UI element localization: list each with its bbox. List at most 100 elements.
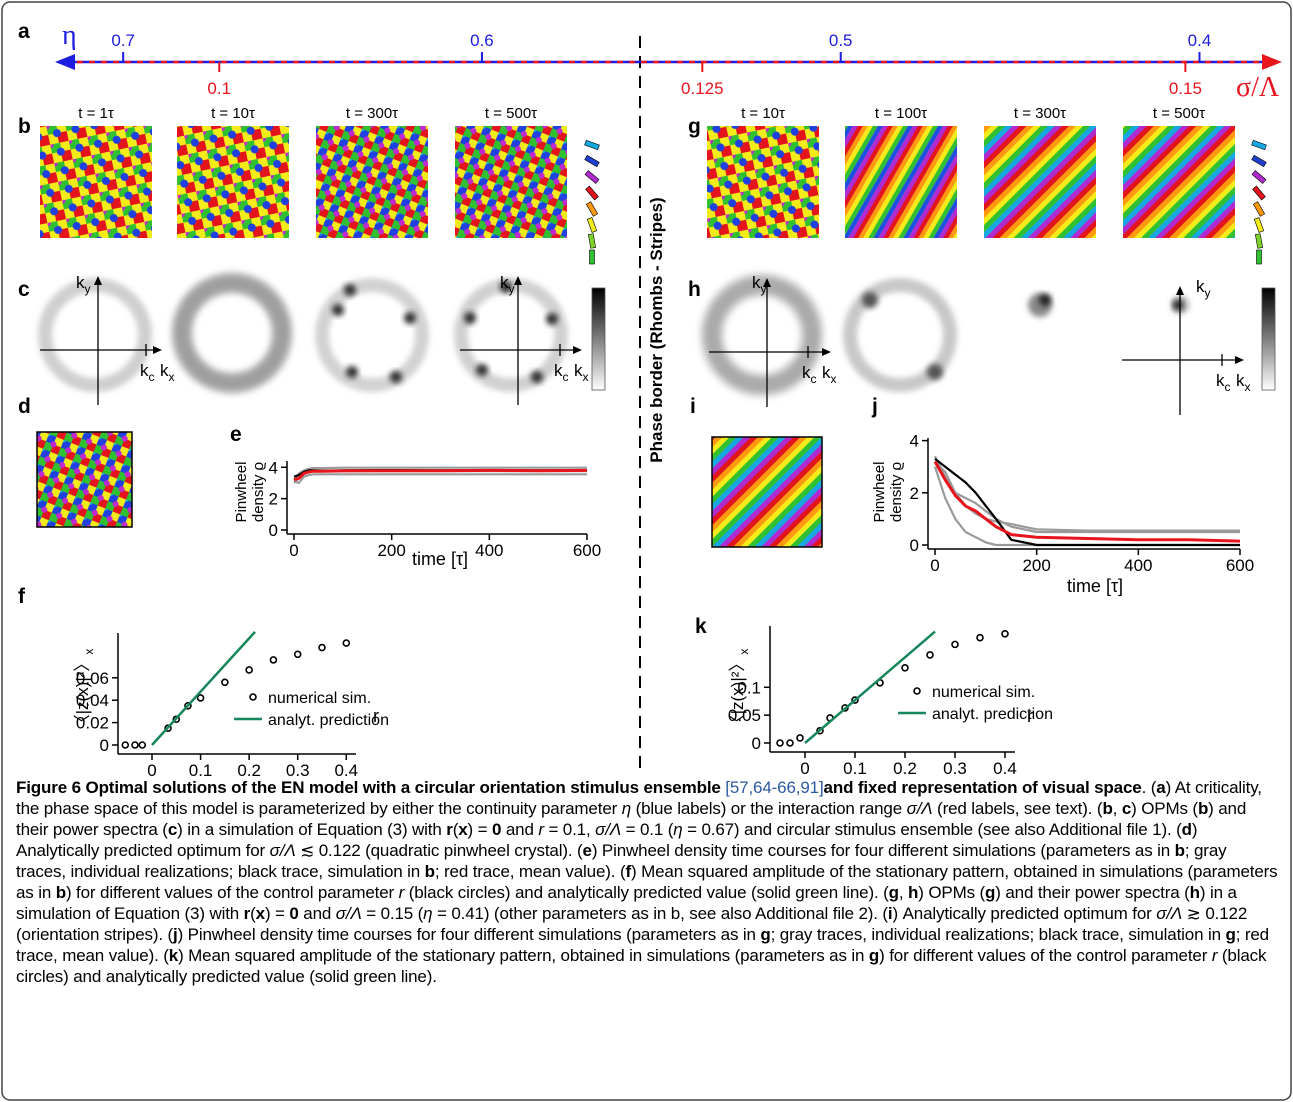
k-label: kx <box>1236 371 1251 394</box>
eta-tick-label: 0.7 <box>111 31 135 50</box>
x-axis-label: r <box>373 706 379 726</box>
y-tick-label: 0.1 <box>737 678 761 697</box>
intensity-scale <box>591 287 606 391</box>
y-tick-label: 0 <box>100 736 109 755</box>
caption-text: b <box>1197 799 1209 818</box>
x-tick-label: 600 <box>1226 556 1254 575</box>
caption-text: ) OPMs ( <box>1131 799 1198 818</box>
arrow-left <box>55 54 75 70</box>
k-subscript: y <box>509 282 515 296</box>
caption-text: x <box>458 820 468 839</box>
k-letter: k <box>76 273 85 292</box>
caption-text: e <box>582 841 592 860</box>
caption-text: g <box>888 883 899 902</box>
opm-image <box>40 126 152 238</box>
legend-swatch <box>913 687 921 695</box>
caption-text: ) Pinwheel density time courses for four… <box>177 925 761 944</box>
orientation-key <box>1254 233 1264 249</box>
caption-text: ) for different values of the control pa… <box>65 883 399 902</box>
caption-text: c <box>167 820 178 839</box>
caption-text: (blue labels) or the interaction range <box>631 799 907 818</box>
caption-text: c <box>1121 799 1132 818</box>
orientation-key <box>1252 185 1266 201</box>
caption-text: r <box>398 883 405 902</box>
data-point <box>138 741 147 749</box>
y-tick-label: 4 <box>910 432 919 451</box>
k-label: kc <box>802 363 817 386</box>
optimum-image <box>711 436 823 548</box>
caption-text: (black circles) and analytically predict… <box>16 946 1267 986</box>
y-axis-label: Pinwheel <box>233 462 250 523</box>
caption-text: b <box>424 862 435 881</box>
orientation-key <box>584 139 600 151</box>
trace <box>934 458 1240 547</box>
y-tick-label: 0 <box>910 536 919 555</box>
k-subscript: c <box>1225 380 1231 394</box>
caption-text: r <box>243 904 251 923</box>
caption-text: ; gray traces, individual realizations; … <box>770 925 1226 944</box>
orientation-key <box>589 249 595 265</box>
eta-tick-label: 0.5 <box>829 31 853 50</box>
time-label: t = 10τ <box>211 105 255 122</box>
opm-image <box>1123 126 1235 238</box>
x-tick-label: 0 <box>289 541 298 560</box>
caption-text: ) Analytically predicted optimum for <box>892 904 1157 923</box>
caption-text: ) = <box>264 904 290 923</box>
y-tick-label: 0.02 <box>76 714 109 733</box>
caption-text: σ/Λ <box>1156 904 1183 923</box>
k-label: kx <box>822 363 837 386</box>
caption-text: ( <box>452 820 459 839</box>
sigma-tick-label: 0.125 <box>681 79 724 98</box>
caption-text: k <box>168 946 179 965</box>
caption-text: i <box>887 904 893 923</box>
k-subscript: x <box>1245 380 1251 394</box>
legend-swatch <box>249 693 257 701</box>
caption-text: , <box>898 883 909 902</box>
caption-text: d <box>1181 820 1192 839</box>
caption-text: η <box>423 904 433 923</box>
caption-text: r <box>538 820 544 839</box>
opm-image <box>845 126 957 238</box>
panel-label: j <box>871 395 878 418</box>
y-tick-label: 0.06 <box>76 669 109 688</box>
caption-text: ) Analytically predicted optimum for <box>16 820 1198 860</box>
x-tick-label: 600 <box>573 541 601 560</box>
x-axis-label: r <box>1027 706 1033 726</box>
trace <box>293 473 587 485</box>
y-label-sub: x <box>737 649 751 655</box>
sigma-tick-label: 0.15 <box>1169 79 1202 98</box>
spectrum-peak <box>464 312 476 324</box>
sigma-tick-label: 0.1 <box>207 79 231 98</box>
spectrum-ring <box>843 278 957 392</box>
orientation-key <box>584 170 600 184</box>
k-letter: k <box>500 273 509 292</box>
y-axis-label: density ϱ <box>250 462 267 522</box>
panel-label: f <box>18 585 26 608</box>
y-axis-label: density ϱ <box>888 462 905 522</box>
spectrum-peak <box>344 284 356 296</box>
k-letter: k <box>802 363 811 382</box>
caption-text: and <box>298 904 336 923</box>
prediction-line <box>804 630 936 744</box>
data-point <box>221 678 229 687</box>
caption-text: ; red trace, mean value). ( <box>16 925 1269 965</box>
caption-text: = 0.15 ( <box>361 904 424 923</box>
data-point <box>121 741 130 749</box>
orientation-key <box>587 233 597 249</box>
caption-text: σ/Λ <box>906 799 933 818</box>
prediction-line <box>151 631 256 746</box>
panel-label: k <box>695 615 707 638</box>
caption-text: = 0.1, <box>543 820 596 839</box>
caption-text: b <box>55 883 66 902</box>
spectrum-ring <box>699 272 825 398</box>
caption-text: 0 <box>491 820 502 839</box>
caption-text: g <box>1225 925 1236 944</box>
x-tick-label: 200 <box>377 541 405 560</box>
caption-text: 0 <box>289 904 299 923</box>
y-label-sub: x <box>82 649 96 655</box>
panel-label: g <box>688 115 701 138</box>
x-axis-label: time [τ] <box>1067 576 1123 596</box>
